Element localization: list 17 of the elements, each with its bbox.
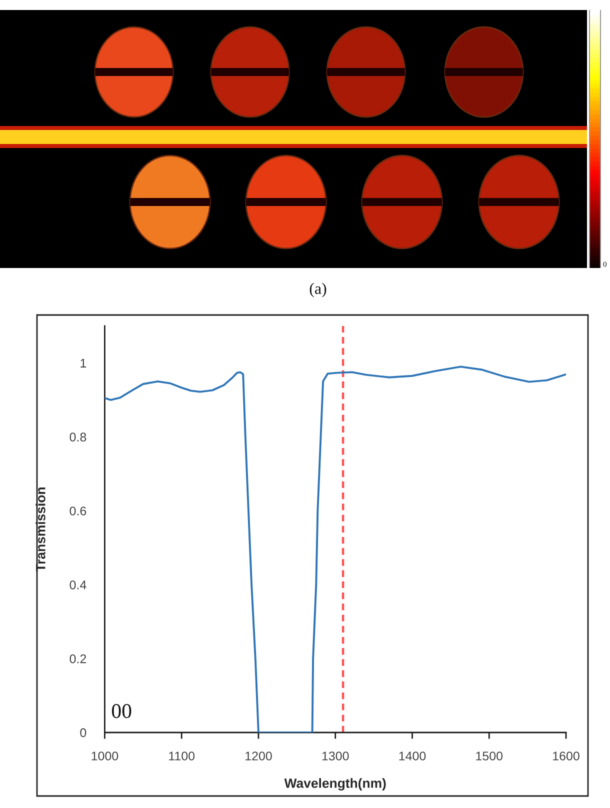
y-tick-label: 0.4 [70,580,86,590]
y-tick-label: 0.6 [70,506,86,516]
x-tick-label: 1500 [476,752,503,760]
x-axis-title: Wavelength(nm) [284,778,386,791]
x-tick-label: 1100 [169,752,195,760]
x-tick-label: 1400 [399,752,426,760]
y-tick-label: 0.2 [70,654,86,664]
y-tick-label: 0 [80,728,86,738]
text: (a) [310,282,326,298]
x-tick-label: 1000 [92,752,118,760]
y-axis-title: Transmission [36,488,46,572]
x-tick-label: 1200 [246,752,272,760]
x-tick-label: 1300 [322,752,349,760]
x-tick-label: 1600 [553,752,580,760]
annotation: 00 [112,704,132,718]
y-tick-label: 1 [80,358,86,368]
y-tick-label: 0.8 [70,432,86,442]
